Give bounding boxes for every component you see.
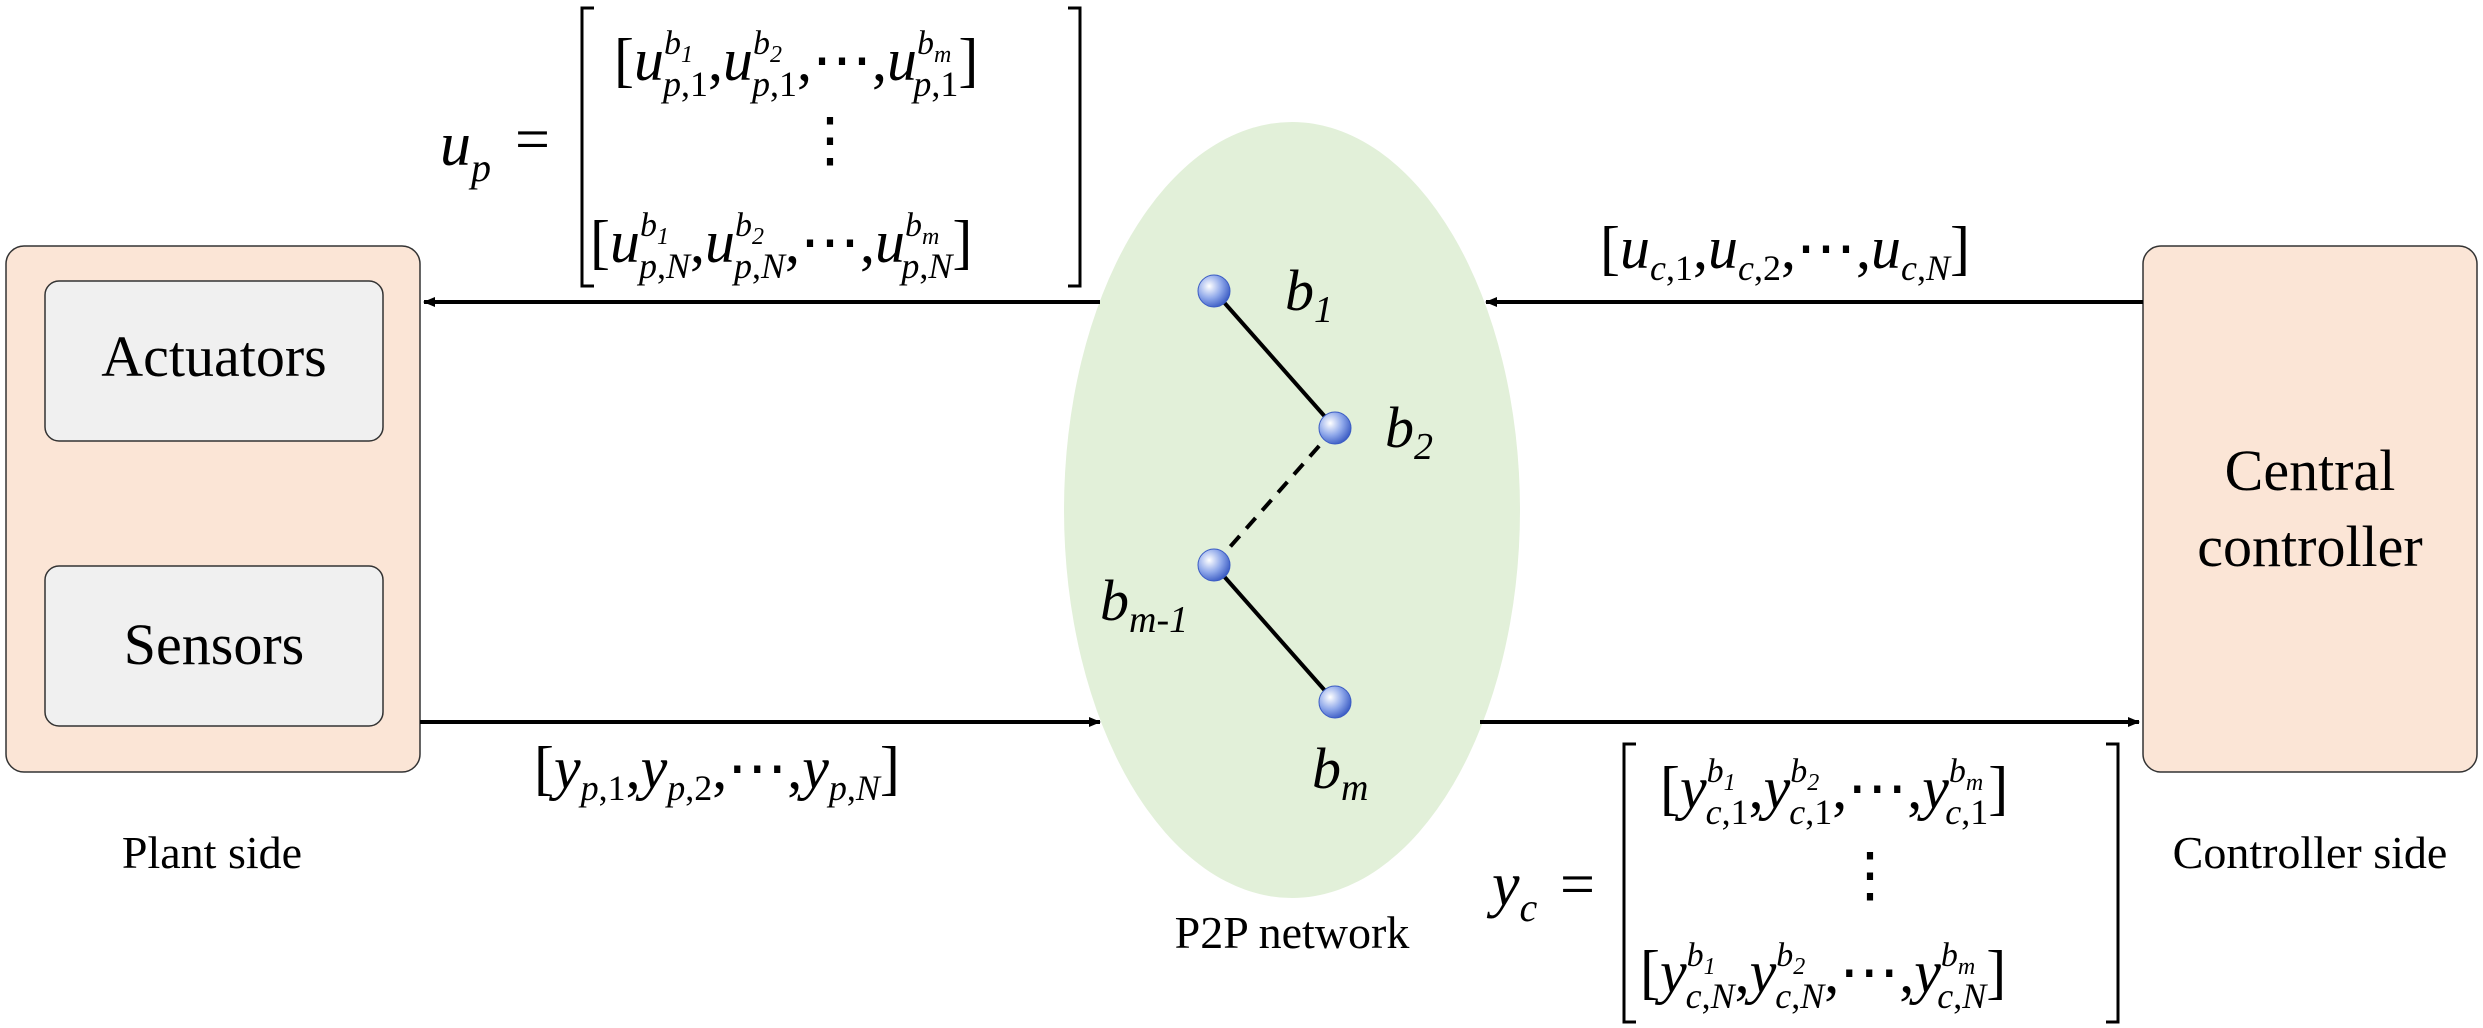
up-name: up <box>440 111 491 190</box>
node-bm1 <box>1197 548 1231 582</box>
yc-matrix: yc = [yb1 c,1,yb2 c,1,⋯,ybm c,1] ⋮ [yb1 c,N,… <box>1486 742 2120 1024</box>
sensors-box <box>44 565 384 727</box>
yc-row-first: [yb1 c,1,yb2 c,1,⋯,ybm c,1] <box>1660 753 2008 832</box>
link-bm1-bm <box>1212 563 1337 704</box>
up-vertical-ellipsis: ⋮ <box>800 107 860 173</box>
up-left-bracket <box>580 6 594 288</box>
up-row-last: [ub1 p,N,ub2 p,N,⋯,ubm p,N] <box>590 207 972 286</box>
controller-side-label: Controller side <box>2173 827 2448 878</box>
up-right-bracket <box>1068 6 1082 288</box>
controller-label-line2: controller <box>2197 514 2422 579</box>
node-bm <box>1318 685 1352 719</box>
node-b2 <box>1318 411 1352 445</box>
controller-box <box>2142 245 2478 773</box>
actuators-box <box>44 280 384 442</box>
up-row-first: [ub1 p,1,ub2 p,1,⋯,ubm p,1] <box>614 25 978 104</box>
node-label-b1: b1 <box>1285 258 1333 331</box>
yc-vertical-ellipsis: ⋮ <box>1840 842 1900 908</box>
actuators-label: Actuators <box>101 324 327 389</box>
yp-label: [yp,1,yp,2,⋯,yp,N] <box>534 735 900 808</box>
controller-block: Central controller Controller side <box>2142 245 2478 878</box>
yc-row-last: [yb1 c,N,yb2 c,N,⋯,ybm c,N] <box>1640 937 2006 1016</box>
yc-right-bracket <box>2106 742 2120 1024</box>
yc-equals: = <box>1560 851 1595 919</box>
arrows <box>420 297 2143 727</box>
up-equals: = <box>515 106 550 174</box>
yc-left-bracket <box>1622 742 1636 1024</box>
node-label-b2: b2 <box>1385 395 1433 468</box>
uc-label: [uc,1,uc,2,⋯,uc,N] <box>1600 215 1970 288</box>
node-label-bm1: bm-1 <box>1100 568 1188 641</box>
uc-vector: [uc,1,uc,2,⋯,uc,N] <box>1600 215 1970 288</box>
node-b1 <box>1197 274 1231 308</box>
node-label-bm: bm <box>1312 736 1368 809</box>
yp-vector: [yp,1,yp,2,⋯,yp,N] <box>534 735 900 808</box>
controller-label-line1: Central <box>2225 438 2396 503</box>
network-label: P2P network <box>1175 907 1410 958</box>
p2p-network: b1 b2 bm-1 bm P2P network <box>1064 122 1520 958</box>
sensors-label: Sensors <box>124 612 304 677</box>
link-b2-bm1-dashed <box>1212 426 1337 567</box>
plant-block: Actuators Sensors Plant side <box>5 245 421 878</box>
up-matrix: up = [ub1 p,1,ub2 p,1,⋯,ubm p,1] ⋮ [ub1 p,N,… <box>440 6 1082 288</box>
plant-side-label: Plant side <box>122 827 302 878</box>
yc-name: yc <box>1486 851 1538 930</box>
link-b1-b2 <box>1212 289 1337 430</box>
network-ellipse <box>1064 122 1520 898</box>
